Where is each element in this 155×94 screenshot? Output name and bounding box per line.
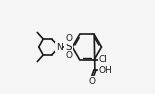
Text: Cl: Cl xyxy=(99,55,108,64)
Text: N: N xyxy=(56,42,63,52)
Text: O: O xyxy=(65,51,72,60)
Text: OH: OH xyxy=(99,66,112,75)
Text: O: O xyxy=(65,34,72,43)
Text: S: S xyxy=(65,42,72,52)
Text: O: O xyxy=(88,77,95,86)
